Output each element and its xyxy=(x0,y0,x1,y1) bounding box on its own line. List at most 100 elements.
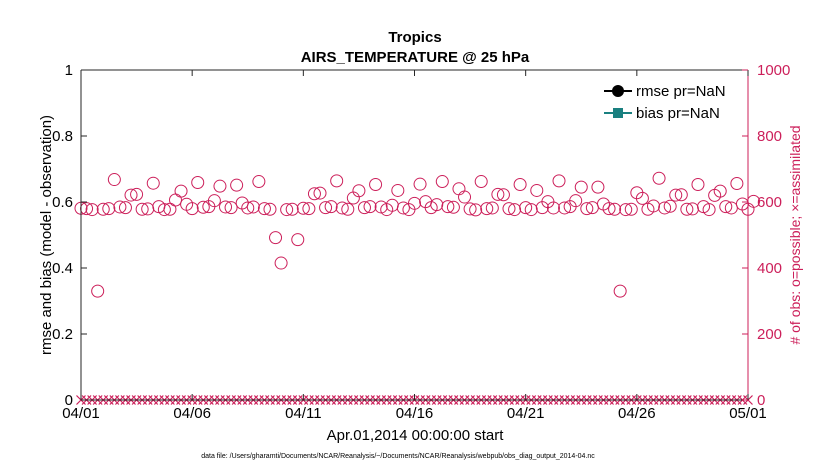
possible-obs-point xyxy=(713,184,727,198)
possible-obs-point xyxy=(580,202,594,216)
x-tick-label: 04/16 xyxy=(396,405,434,422)
possible-obs-point xyxy=(213,179,227,193)
possible-obs-point xyxy=(558,201,572,215)
plot-area xyxy=(81,70,748,400)
possible-obs-point xyxy=(458,190,472,204)
possible-obs-point xyxy=(391,183,405,197)
possible-obs-point xyxy=(513,178,527,192)
y-axis-label-left: rmse and bias (model - observation) xyxy=(38,115,55,355)
possible-obs-point xyxy=(408,196,421,210)
x-tick-label: 04/06 xyxy=(173,405,211,422)
possible-obs-point xyxy=(530,183,544,197)
possible-obs-point xyxy=(702,203,716,217)
possible-obs-point xyxy=(430,198,444,212)
y-tick-label-right: 1000 xyxy=(757,62,790,79)
possible-obs-point xyxy=(185,202,199,216)
possible-obs-point xyxy=(324,200,338,214)
x-tick-label: 04/11 xyxy=(285,405,321,422)
possible-obs-point xyxy=(552,174,566,188)
legend-bias-label: bias pr=NaN xyxy=(636,105,720,122)
possible-obs-point xyxy=(352,184,366,198)
possible-obs-point xyxy=(241,201,255,215)
x-axis-label: Apr.01,2014 00:00:00 start xyxy=(327,427,505,444)
possible-obs-point xyxy=(369,178,383,192)
possible-obs-point xyxy=(574,180,588,194)
possible-obs-point xyxy=(363,200,377,214)
possible-obs-point xyxy=(524,203,538,217)
possible-obs-point xyxy=(463,202,477,216)
chart-subtitle: AIRS_TEMPERATURE @ 25 hPa xyxy=(301,49,530,66)
possible-obs-point xyxy=(502,202,516,216)
possible-obs-point xyxy=(591,180,605,194)
y-tick-label-left: 0.6 xyxy=(52,194,73,211)
possible-obs-point xyxy=(91,284,105,298)
possible-obs-point xyxy=(602,202,616,216)
possible-obs-point xyxy=(613,284,627,298)
possible-obs-point xyxy=(546,201,560,215)
possible-obs-point xyxy=(269,231,283,245)
legend-bias-marker xyxy=(613,108,623,118)
possible-obs-point xyxy=(663,199,677,213)
possible-obs-point xyxy=(319,201,333,215)
y-tick-label-left: 0.4 xyxy=(52,260,73,277)
x-tick-label: 04/26 xyxy=(618,405,656,422)
possible-obs-point xyxy=(85,203,99,217)
possible-obs-point xyxy=(674,188,688,202)
possible-obs-point xyxy=(719,200,733,214)
possible-obs-point xyxy=(224,201,238,215)
possible-obs-point xyxy=(491,187,505,201)
possible-obs-point xyxy=(519,201,533,215)
possible-obs-point xyxy=(680,202,694,216)
possible-obs-point xyxy=(246,200,260,214)
possible-obs-point xyxy=(647,199,661,213)
legend-rmse-label: rmse pr=NaN xyxy=(636,83,726,100)
y-tick-label-right: 600 xyxy=(757,194,782,211)
legend: rmse pr=NaN bias pr=NaN xyxy=(598,78,742,124)
possible-obs-point xyxy=(219,200,233,214)
legend-rmse-marker xyxy=(612,85,624,97)
x-tick-label: 04/21 xyxy=(507,405,545,422)
y-tick-label-right: 200 xyxy=(757,326,782,343)
possible-obs-point xyxy=(335,201,349,215)
possible-obs-point xyxy=(102,202,116,216)
possible-obs-point xyxy=(474,175,488,189)
possible-obs-point xyxy=(157,203,171,217)
possible-obs-point xyxy=(652,171,666,185)
possible-obs-point xyxy=(730,177,744,191)
possible-obs-point xyxy=(619,203,633,217)
possible-obs-point xyxy=(341,202,355,216)
possible-obs-point xyxy=(191,176,205,190)
possible-obs-point xyxy=(280,203,294,217)
possible-obs-point xyxy=(135,202,149,216)
y-tick-label-right: 800 xyxy=(757,128,782,145)
y-tick-label-right: 400 xyxy=(757,260,782,277)
y-tick-label-left: 0.2 xyxy=(52,326,73,343)
possible-obs-point xyxy=(252,175,266,189)
possible-obs-point xyxy=(313,186,327,200)
y-axis-label-right: # of obs: o=possible; ×=assimilated xyxy=(787,125,803,344)
y-tick-label-right: 0 xyxy=(757,392,765,409)
possible-obs-point xyxy=(274,256,288,270)
possible-obs-point xyxy=(608,202,622,216)
chart-title: Tropics xyxy=(388,29,441,46)
possible-obs-point xyxy=(330,174,344,188)
possible-obs-point xyxy=(124,188,138,202)
possible-obs-point xyxy=(691,178,705,192)
possible-obs-point xyxy=(307,187,321,201)
possible-obs-point xyxy=(446,200,460,214)
data-file-footnote: data file: /Users/gharamti/Documents/NCA… xyxy=(201,453,595,460)
possible-obs-point xyxy=(357,201,371,215)
possible-obs-point xyxy=(624,202,638,216)
possible-obs-point xyxy=(508,203,522,217)
possible-obs-point xyxy=(107,173,121,187)
possible-obs-point xyxy=(96,202,110,216)
possible-obs-point xyxy=(196,200,210,214)
possible-obs-point xyxy=(296,201,310,215)
possible-obs-point xyxy=(496,188,510,202)
y-tick-label-left: 1 xyxy=(65,62,73,79)
possible-obs-point xyxy=(635,191,649,205)
possible-obs-point xyxy=(435,175,449,189)
axis-ticks: 04/01 04/06 04/11 04/16 04/21 04/26 05/0100.20… xyxy=(52,62,790,422)
possible-obs-point xyxy=(207,194,221,208)
possible-obs-point xyxy=(118,201,132,215)
